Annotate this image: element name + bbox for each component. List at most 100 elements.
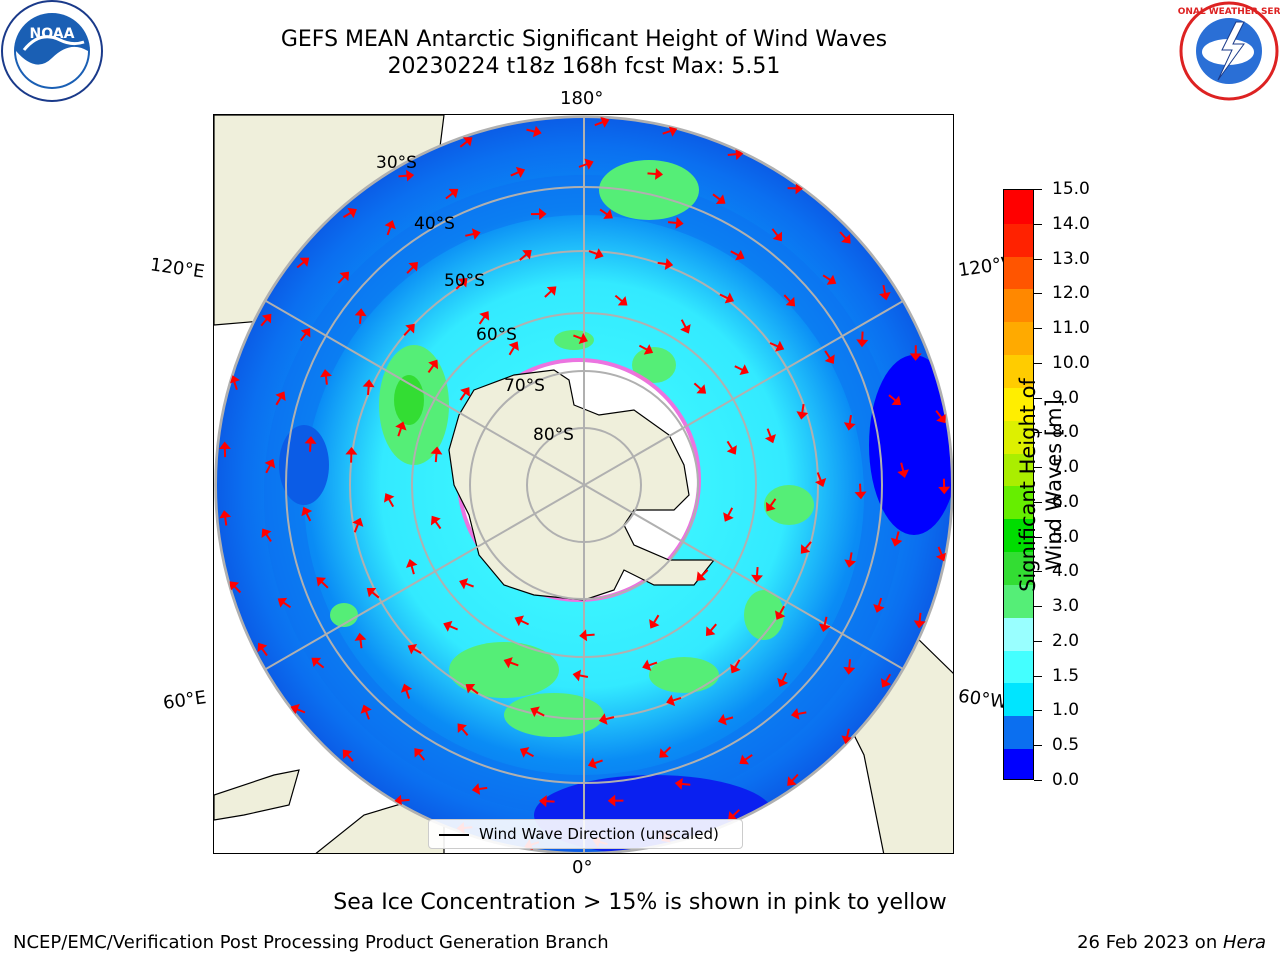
- colorbar-tick-label: 6.0: [1052, 491, 1080, 512]
- wave-direction-arrowhead: [936, 413, 946, 424]
- wave-direction-arrowhead: [735, 148, 744, 161]
- wave-direction-arrowhead: [320, 369, 332, 378]
- wave-direction-arrowhead: [414, 748, 424, 758]
- wave-direction-arrowhead: [659, 748, 669, 758]
- wave-direction-arrowhead: [362, 379, 375, 388]
- wave-direction-arrowhead: [856, 339, 869, 348]
- wave-direction-arrowhead: [218, 441, 231, 450]
- wave-direction-arrowhead: [316, 577, 327, 587]
- wave-direction-arrowhead: [342, 749, 353, 760]
- wave-direction-arrowhead: [730, 663, 741, 674]
- wave-direction-arrowhead: [405, 559, 418, 568]
- wave-direction-arrowhead: [514, 615, 524, 627]
- wave-direction-arrowhead: [642, 659, 652, 671]
- colorbar-label: Significant Height of Wind Waves [m]: [1016, 378, 1066, 592]
- colorbar-tick: [1034, 536, 1042, 538]
- wave-direction-arrowhead: [843, 666, 856, 675]
- plot-subtitle: 20230224 t18z 168h fcst Max: 5.51: [387, 54, 781, 79]
- wave-direction-arrowhead: [471, 783, 481, 795]
- wave-direction-arrowhead: [726, 445, 737, 455]
- wave-direction-arrowhead: [261, 528, 272, 538]
- wave-direction-arrowhead: [655, 168, 664, 180]
- wave-direction-arrowhead: [696, 384, 707, 394]
- wave-direction-arrowhead: [696, 571, 707, 581]
- plot-title: GEFS MEAN Antarctic Significant Height o…: [280, 27, 888, 52]
- colorbar-segment: [1004, 682, 1033, 717]
- wave-direction-arrowhead: [457, 723, 467, 734]
- wave-direction-arrowhead: [668, 125, 678, 137]
- wave-direction-arrowhead: [938, 486, 951, 495]
- lon-label-60e: 60°E: [161, 687, 208, 714]
- wave-direction-arrowhead: [354, 632, 367, 641]
- wave-direction-arrowhead: [579, 629, 588, 642]
- wave-direction-arrowhead: [824, 354, 835, 364]
- colorbar-tick-label: 10.0: [1052, 352, 1090, 373]
- wave-direction-arrowhead: [405, 323, 415, 334]
- colorbar-tick: [1034, 362, 1042, 364]
- wave-direction-arrowhead: [739, 364, 749, 376]
- colorbar-segment: [1004, 419, 1033, 454]
- wave-direction-arrowhead: [724, 292, 735, 304]
- nws-logo: NATIONAL WEATHER SERVICE: [1178, 1, 1280, 101]
- colorbar-segment: [1004, 354, 1033, 388]
- colorbar-segment: [1004, 551, 1033, 585]
- map-legend: Wind Wave Direction (unscaled): [428, 819, 743, 849]
- colorbar-segment: [1004, 616, 1033, 651]
- wave-direction-arrowhead: [457, 277, 468, 288]
- wave-direction-arrowhead: [519, 747, 530, 758]
- wave-direction-arrowhead: [261, 313, 272, 324]
- map-canvas: [214, 115, 953, 853]
- sea-ice-note: Sea Ice Concentration > 15% is shown in …: [333, 890, 947, 915]
- wave-direction-arrowhead: [843, 422, 856, 431]
- wave-direction-arrowhead: [347, 207, 357, 219]
- wave-direction-arrowhead: [503, 657, 513, 669]
- wave-direction-arrowhead: [465, 683, 476, 694]
- wave-direction-arrowhead: [880, 678, 892, 688]
- wave-direction-arrowhead: [277, 597, 288, 608]
- wave-direction-arrowhead: [532, 125, 542, 138]
- wave-direction-arrowhead: [643, 344, 654, 355]
- colorbar-tick: [1034, 397, 1042, 399]
- colorbar-tick-label: 0.0: [1052, 770, 1080, 790]
- wave-direction-arrowhead: [339, 271, 350, 282]
- colorbar-segment: [1004, 649, 1033, 684]
- wave-direction-arrowhead: [229, 581, 240, 591]
- colorbar-tick-label: 14.0: [1052, 213, 1090, 234]
- colorbar-tick-label: 5.0: [1052, 526, 1080, 547]
- lat-label-70s: 70°S: [504, 376, 545, 396]
- wave-direction-arrowhead: [479, 311, 490, 321]
- wave-direction-arrowhead: [264, 458, 276, 469]
- legend-label: Wind Wave Direction (unscaled): [479, 825, 719, 843]
- wave-direction-arrowhead: [587, 757, 597, 769]
- wave-direction-arrowhead: [879, 291, 891, 301]
- colorbar-tick-label: 3.0: [1052, 596, 1080, 617]
- wave-direction-arrowhead: [395, 421, 407, 431]
- wave-direction-arrowhead: [735, 249, 745, 261]
- colorbar-segment: [1004, 288, 1033, 323]
- colorbar-segment: [1004, 222, 1033, 257]
- colorbar-segment: [1004, 518, 1033, 553]
- colorbar-segment: [1004, 748, 1033, 779]
- colorbar-tick-label: 1.5: [1052, 665, 1080, 686]
- wave-direction-arrowhead: [844, 559, 857, 568]
- wave-direction-arrowhead: [304, 436, 317, 444]
- wave-direction-arrowhead: [530, 706, 540, 718]
- credit-machine: Hera: [1222, 932, 1266, 953]
- wave-direction-arrowhead: [603, 209, 613, 219]
- wave-direction-arrowhead: [299, 257, 310, 267]
- wave-direction-arrowhead: [408, 261, 418, 272]
- lat-label-60s: 60°S: [476, 325, 517, 345]
- lat-label-80s: 80°S: [533, 425, 574, 445]
- wave-direction-arrowhead: [772, 231, 783, 242]
- colorbar-tick: [1034, 467, 1042, 469]
- wave-direction-arrowhead: [795, 182, 804, 195]
- colorbar-tick: [1034, 189, 1042, 190]
- wave-direction-arrowhead: [430, 446, 443, 455]
- colorbar-tick: [1034, 223, 1042, 225]
- credit-date: 26 Feb 2023 on: [1077, 932, 1223, 953]
- wave-direction-arrowhead: [891, 395, 902, 406]
- nws-logo-text: NATIONAL WEATHER SERVICE: [1178, 7, 1280, 17]
- lat-label-50s: 50°S: [444, 271, 485, 291]
- wave-direction-arrowhead: [617, 296, 628, 306]
- wave-direction-arrowhead: [572, 669, 582, 682]
